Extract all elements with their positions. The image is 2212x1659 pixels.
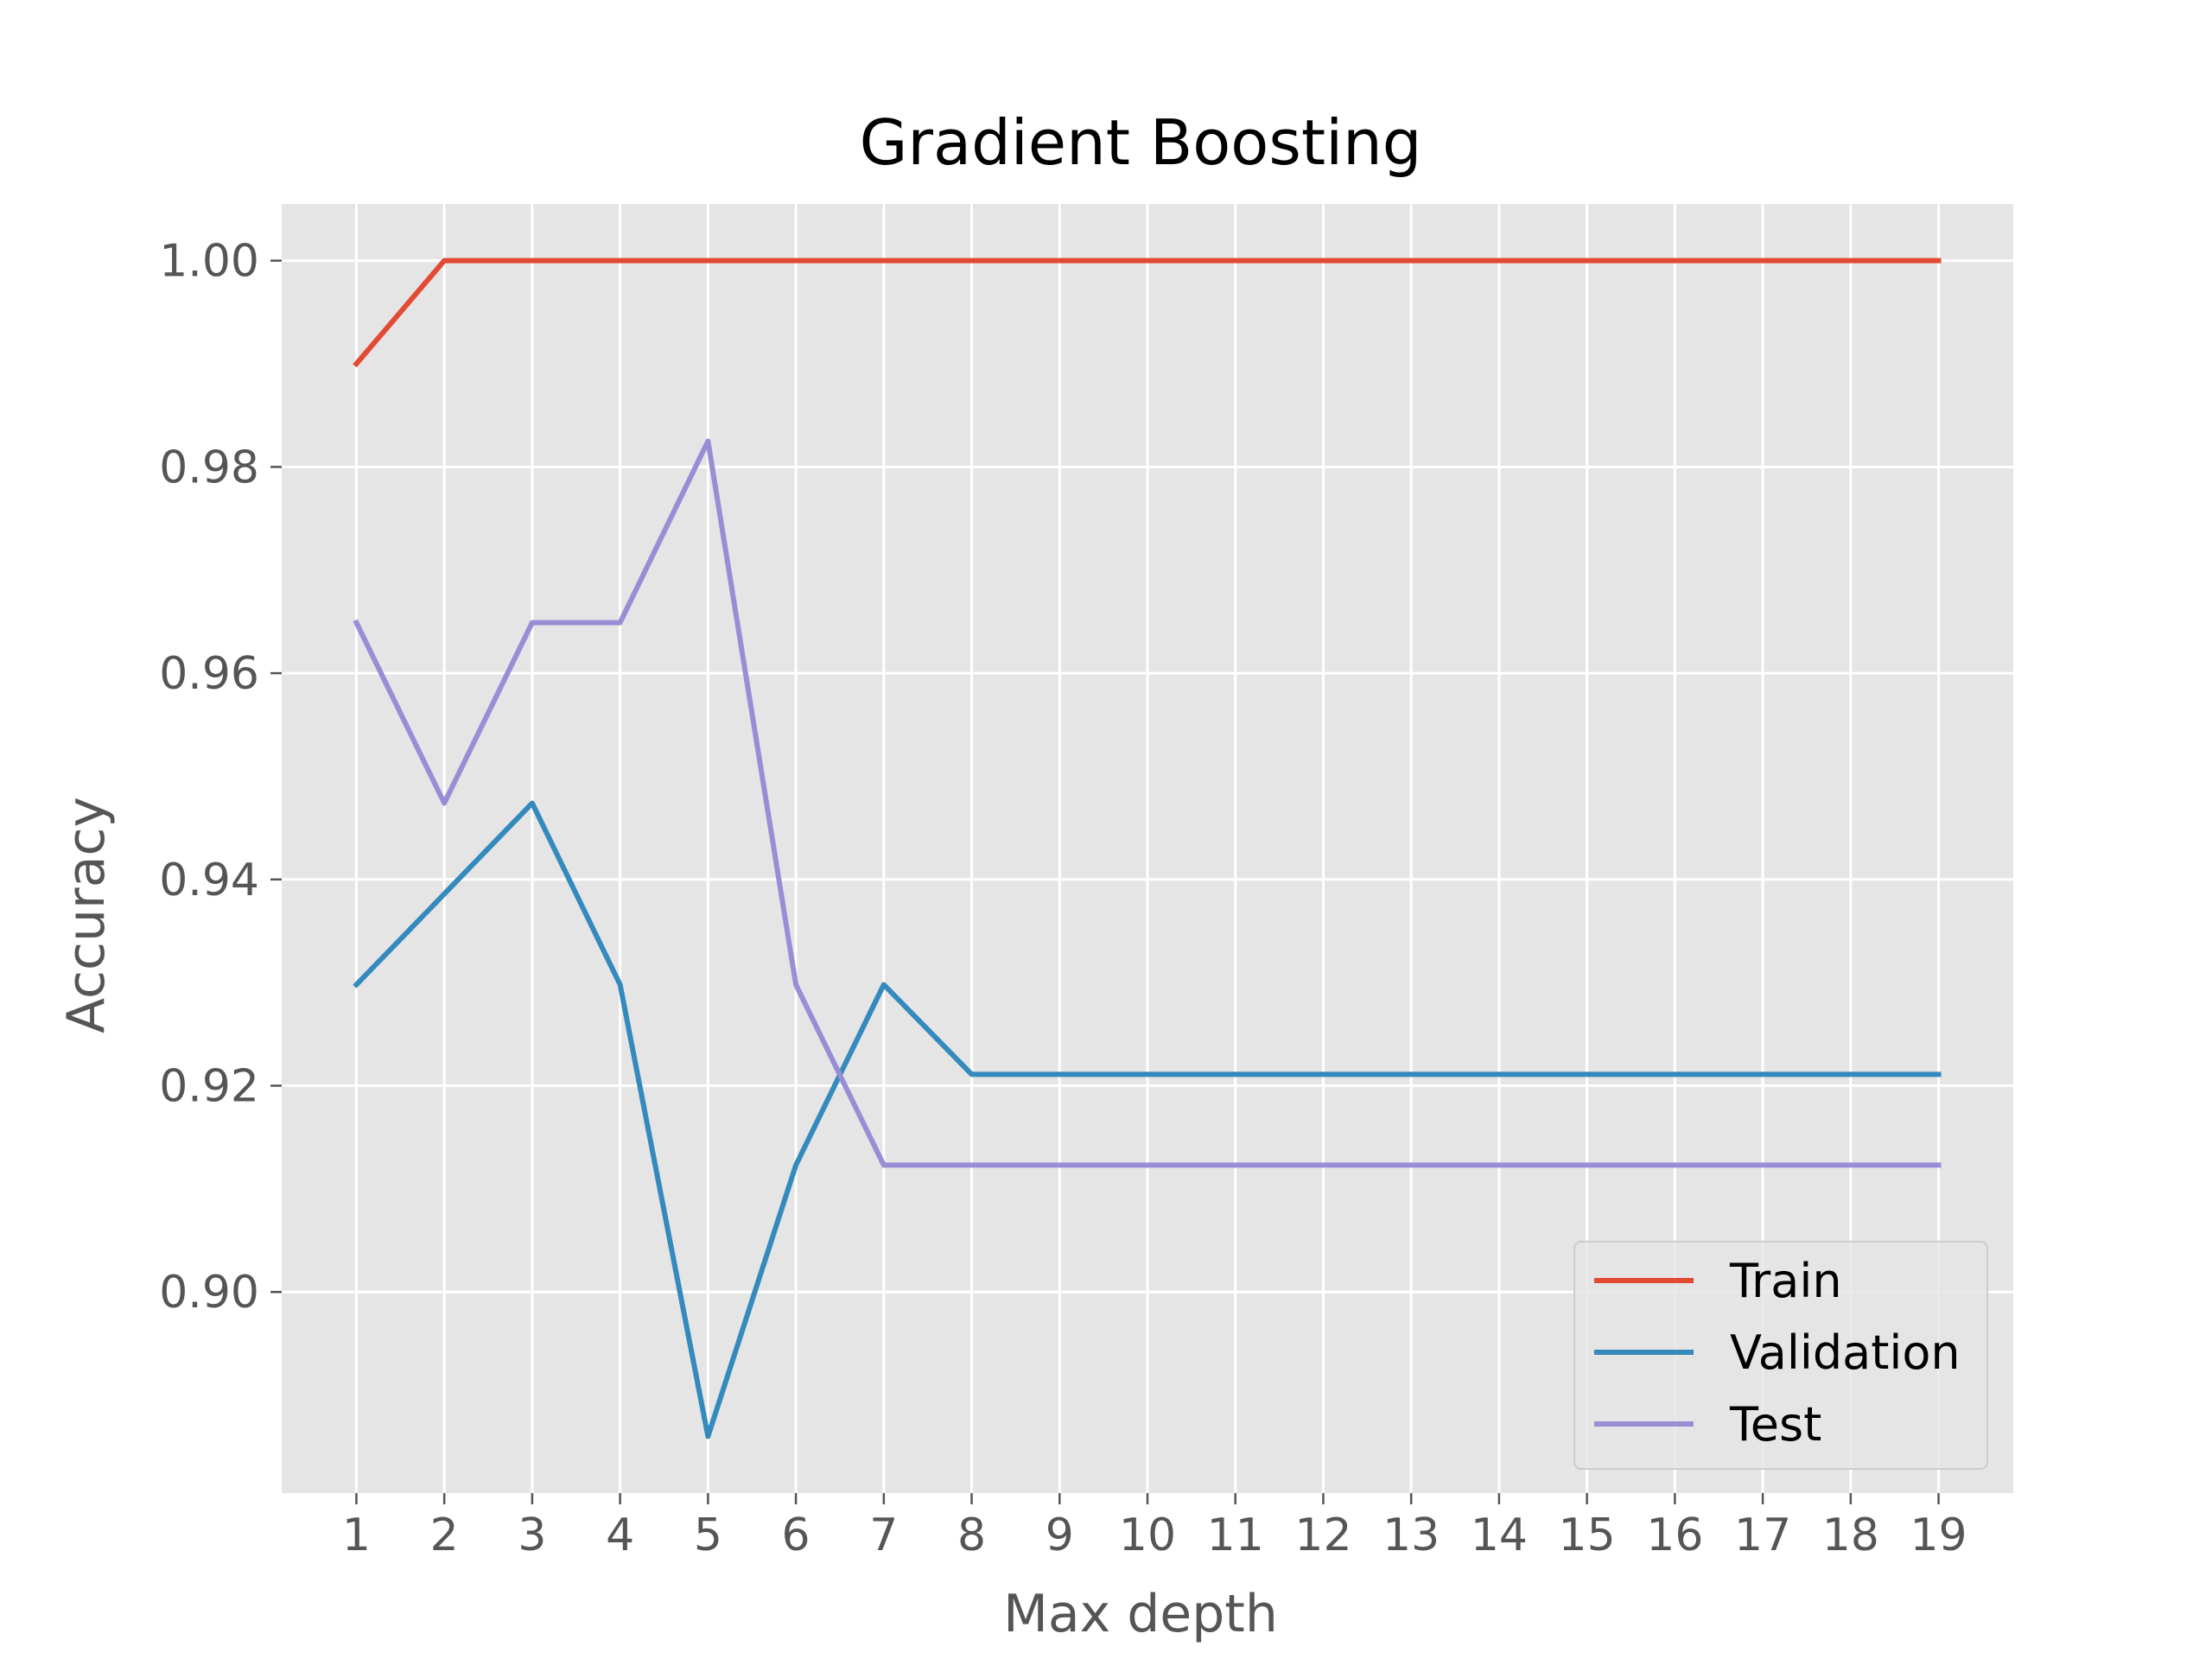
x-tick-label: 12 — [1294, 1510, 1351, 1561]
y-tick-label: 0.98 — [159, 442, 259, 493]
series-line-train — [353, 257, 1942, 368]
x-tick-label: 1 — [342, 1510, 371, 1561]
x-tick-label: 3 — [518, 1510, 546, 1561]
x-tick-label: 7 — [869, 1510, 898, 1561]
y-tick-label: 1.00 — [159, 236, 259, 288]
series-line-validation — [353, 800, 1942, 1440]
x-tick-label: 15 — [1559, 1510, 1616, 1561]
x-axis-label: Max depth — [1003, 1584, 1278, 1644]
legend-label-train: Train — [1729, 1254, 1842, 1308]
x-tick-label: 11 — [1207, 1510, 1264, 1561]
x-tick-label: 2 — [430, 1510, 459, 1561]
legend-label-test: Test — [1729, 1397, 1821, 1452]
y-tick-label: 0.92 — [159, 1061, 259, 1113]
chart-title: Gradient Boosting — [860, 106, 1422, 179]
x-tick-label: 6 — [782, 1510, 810, 1561]
x-tick-label: 16 — [1646, 1510, 1703, 1561]
x-tick-label: 10 — [1119, 1510, 1176, 1561]
series-lines — [353, 257, 1942, 1440]
x-tick-label: 9 — [1046, 1510, 1074, 1561]
x-tick-label: 19 — [1910, 1510, 1967, 1561]
x-tick-label: 4 — [606, 1510, 634, 1561]
x-tick-label: 18 — [1822, 1510, 1879, 1561]
x-tick-label: 13 — [1382, 1510, 1440, 1561]
x-tick-label: 17 — [1734, 1510, 1791, 1561]
ticks: 1 2 3 4 5 6 7 8 9 10 11 12 13 14 15 16 17 18 190.900.920.9… — [159, 236, 1967, 1561]
y-tick-label: 0.96 — [159, 648, 259, 700]
legend-box — [1573, 1241, 1988, 1470]
legend: Train Validation Test — [1573, 1241, 1988, 1470]
y-axis-label: Accuracy — [56, 797, 117, 1033]
series-line-test — [353, 438, 1942, 1168]
x-tick-label: 5 — [694, 1510, 722, 1561]
y-tick-label: 0.94 — [159, 855, 259, 906]
y-tick-label: 0.90 — [159, 1267, 259, 1319]
legend-label-validation: Validation — [1730, 1325, 1961, 1380]
x-tick-label: 8 — [957, 1510, 986, 1561]
x-tick-label: 14 — [1471, 1510, 1528, 1561]
